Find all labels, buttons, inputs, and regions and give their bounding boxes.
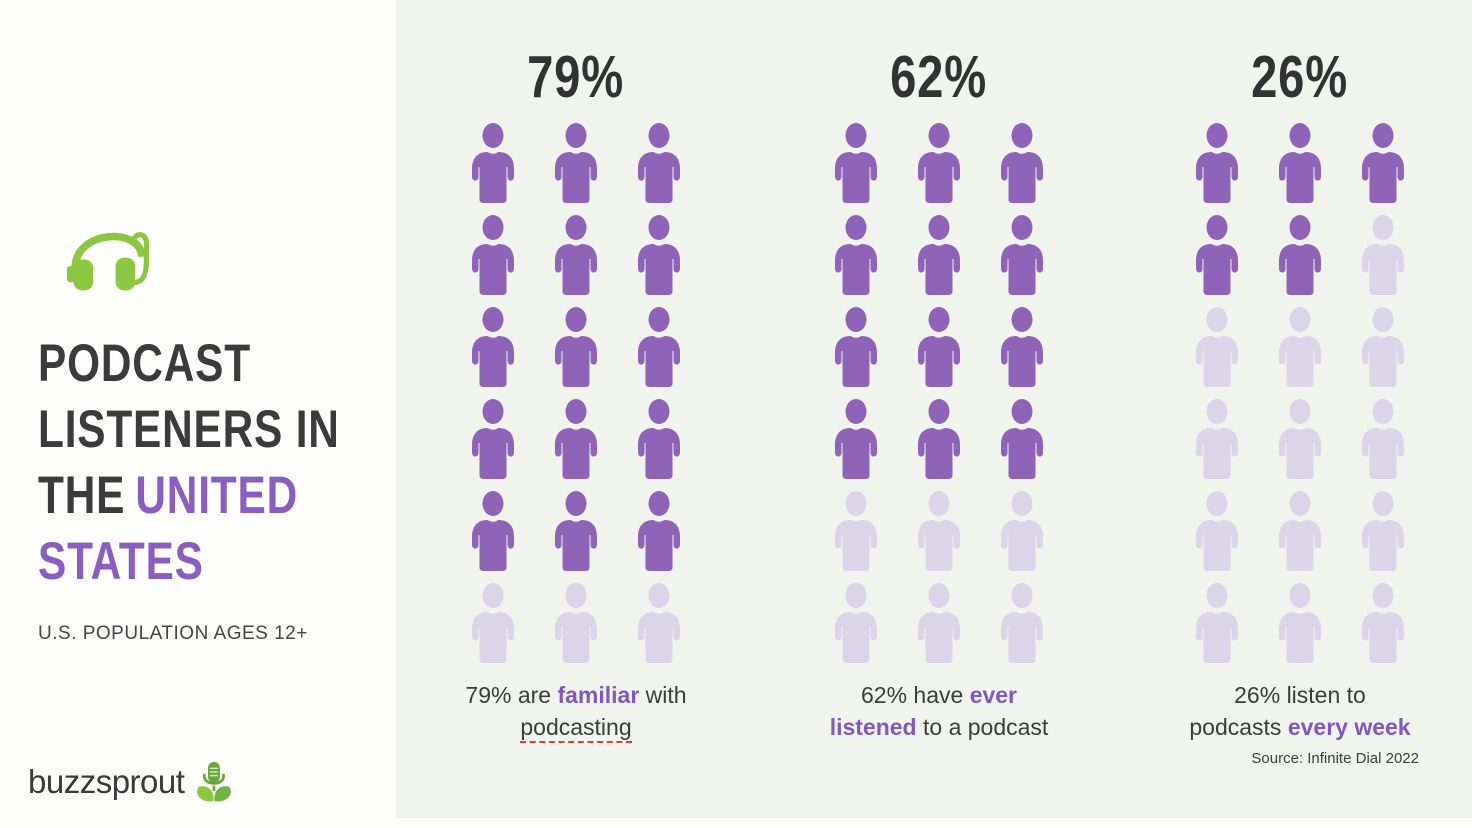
person-icon bbox=[638, 123, 680, 203]
title-text-accent: STATES bbox=[38, 532, 204, 591]
pictogram-grid bbox=[471, 123, 681, 663]
person-icon bbox=[638, 399, 680, 479]
stat-caption: 79% are familiar with podcasting bbox=[446, 679, 706, 743]
person-icon bbox=[835, 399, 877, 479]
brand-logo: buzzsprout bbox=[28, 761, 234, 803]
title-text-accent: UNITED bbox=[135, 466, 298, 525]
caption-accent-text: familiar bbox=[557, 682, 640, 708]
person-icon bbox=[1362, 123, 1404, 203]
person-icon bbox=[918, 399, 960, 479]
stat-group: 79% 79% are familiar with podcasting bbox=[446, 46, 706, 743]
person-icon bbox=[918, 583, 960, 663]
stat-caption: 62% have ever listened to a podcast bbox=[809, 679, 1069, 743]
person-icon bbox=[1279, 583, 1321, 663]
caption-text: with bbox=[639, 682, 687, 708]
stat-caption: 26% listen to podcasts every week bbox=[1170, 679, 1430, 743]
caption-accent-text: listened bbox=[829, 714, 917, 740]
person-icon bbox=[918, 491, 960, 571]
person-icon bbox=[835, 583, 877, 663]
caption-text: podcasts bbox=[1189, 714, 1288, 740]
person-icon bbox=[1001, 215, 1043, 295]
person-icon bbox=[555, 123, 597, 203]
title-line: THE UNITED bbox=[38, 463, 340, 529]
person-icon bbox=[1196, 123, 1238, 203]
pictogram-grid bbox=[834, 123, 1044, 663]
caption-text: 62% have bbox=[860, 682, 970, 708]
caption-text: podcasting bbox=[520, 714, 632, 743]
person-icon bbox=[555, 491, 597, 571]
person-icon bbox=[918, 215, 960, 295]
person-icon bbox=[1279, 123, 1321, 203]
stat-group: 26% 26% listen to podcasts every week bbox=[1170, 46, 1430, 743]
person-icon bbox=[472, 399, 514, 479]
person-icon bbox=[1196, 307, 1238, 387]
caption-text: to a podcast bbox=[916, 714, 1049, 740]
person-icon bbox=[472, 123, 514, 203]
brand-logo-text: buzzsprout bbox=[28, 763, 185, 800]
person-icon bbox=[1001, 123, 1043, 203]
person-icon bbox=[472, 583, 514, 663]
person-icon bbox=[472, 491, 514, 571]
person-icon bbox=[835, 491, 877, 571]
person-icon bbox=[1001, 307, 1043, 387]
title-line: STATES bbox=[38, 529, 340, 595]
stat-value: 79% bbox=[527, 44, 625, 110]
person-icon bbox=[1196, 215, 1238, 295]
person-icon bbox=[1196, 399, 1238, 479]
caption-accent-text: ever bbox=[969, 682, 1018, 708]
person-icon bbox=[1362, 399, 1404, 479]
person-icon bbox=[555, 307, 597, 387]
person-icon bbox=[1279, 307, 1321, 387]
person-icon bbox=[1001, 583, 1043, 663]
stat-value: 62% bbox=[890, 44, 988, 110]
title-line: PODCAST bbox=[38, 331, 340, 397]
person-icon bbox=[1279, 215, 1321, 295]
person-icon bbox=[1196, 491, 1238, 571]
person-icon bbox=[472, 307, 514, 387]
subtitle: U.S. POPULATION AGES 12+ bbox=[38, 623, 308, 644]
title-text: THE bbox=[38, 466, 126, 525]
person-icon bbox=[555, 215, 597, 295]
person-icon bbox=[1001, 491, 1043, 571]
person-icon bbox=[1362, 215, 1404, 295]
caption-accent-text: every week bbox=[1287, 714, 1411, 740]
person-icon bbox=[1279, 491, 1321, 571]
person-icon bbox=[555, 583, 597, 663]
person-icon bbox=[638, 583, 680, 663]
caption-text: 26% listen to bbox=[1234, 682, 1366, 708]
page-title: PODCAST LISTENERS IN THE UNITED STATES bbox=[38, 331, 340, 595]
person-icon bbox=[638, 215, 680, 295]
stat-group: 62% 62% have ever listened to a podcast bbox=[809, 46, 1069, 743]
source-note: Source: Infinite Dial 2022 bbox=[1251, 750, 1419, 767]
person-icon bbox=[638, 307, 680, 387]
person-icon bbox=[1196, 583, 1238, 663]
title-text: LISTENERS IN bbox=[38, 400, 340, 459]
person-icon bbox=[835, 307, 877, 387]
stat-value: 26% bbox=[1251, 44, 1349, 110]
person-icon bbox=[472, 215, 514, 295]
person-icon bbox=[1362, 583, 1404, 663]
person-icon bbox=[918, 123, 960, 203]
stats-panel: 79% 79% are familiar with podcasting 62% … bbox=[396, 0, 1472, 818]
person-icon bbox=[835, 215, 877, 295]
mic-sprout-icon bbox=[197, 761, 232, 802]
person-icon bbox=[1001, 399, 1043, 479]
person-icon bbox=[638, 491, 680, 571]
person-icon bbox=[555, 399, 597, 479]
pictogram-grid bbox=[1195, 123, 1405, 663]
headphones-icon bbox=[66, 232, 149, 291]
person-icon bbox=[835, 123, 877, 203]
person-icon bbox=[1362, 491, 1404, 571]
title-line: LISTENERS IN bbox=[38, 397, 340, 463]
person-icon bbox=[1279, 399, 1321, 479]
person-icon bbox=[918, 307, 960, 387]
person-icon bbox=[1362, 307, 1404, 387]
caption-text: 79% are bbox=[465, 682, 558, 708]
title-text: PODCAST bbox=[38, 334, 251, 393]
